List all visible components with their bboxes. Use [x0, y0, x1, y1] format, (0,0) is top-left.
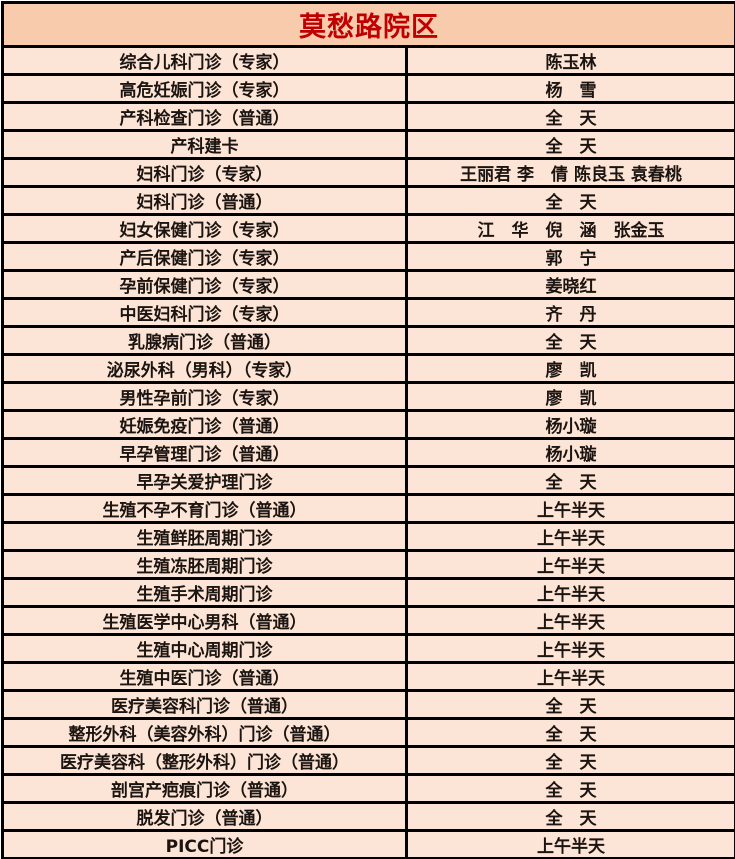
department-cell: 产科建卡 — [3, 131, 407, 159]
schedule-value-cell: 全 天 — [407, 691, 735, 719]
schedule-value-cell: 廖 凯 — [407, 355, 735, 383]
schedule-value-cell: 上午半天 — [407, 551, 735, 579]
table-row: 剖宫产疤痕门诊（普通）全 天 — [3, 775, 735, 803]
department-cell: 生殖中心周期门诊 — [3, 635, 407, 663]
schedule-value-cell: 江 华 倪 涵 张金玉 — [407, 215, 735, 243]
table-row: 高危妊娠门诊（专家）杨 雪 — [3, 75, 735, 103]
department-cell: 产科检查门诊（普通） — [3, 103, 407, 131]
schedule-sheet: 莫愁路院区 综合儿科门诊（专家）陈玉林高危妊娠门诊（专家）杨 雪产科检查门诊（普… — [0, 0, 735, 802]
table-row: 产科检查门诊（普通）全 天 — [3, 103, 735, 131]
department-cell: 妇科门诊（专家） — [3, 159, 407, 187]
table-row: 脱发门诊（普通）全 天 — [3, 803, 735, 831]
campus-title: 莫愁路院区 — [3, 3, 735, 47]
department-cell: PICC门诊 — [3, 831, 407, 859]
table-row: PICC门诊上午半天 — [3, 831, 735, 859]
department-cell: 综合儿科门诊（专家） — [3, 47, 407, 75]
table-row: 妊娠免疫门诊（普通）杨小璇 — [3, 411, 735, 439]
schedule-value-cell: 廖 凯 — [407, 383, 735, 411]
table-row: 生殖鲜胚周期门诊上午半天 — [3, 523, 735, 551]
department-cell: 医疗美容科（整形外科）门诊（普通） — [3, 747, 407, 775]
department-cell: 剖宫产疤痕门诊（普通） — [3, 775, 407, 803]
schedule-value-cell: 全 天 — [407, 467, 735, 495]
department-cell: 整形外科（美容外科）门诊（普通） — [3, 719, 407, 747]
table-row: 医疗美容科门诊（普通）全 天 — [3, 691, 735, 719]
schedule-body: 综合儿科门诊（专家）陈玉林高危妊娠门诊（专家）杨 雪产科检查门诊（普通）全 天产… — [3, 47, 735, 859]
table-row: 中医妇科门诊（专家）齐 丹 — [3, 299, 735, 327]
table-row: 孕前保健门诊（专家）姜晓红 — [3, 271, 735, 299]
table-row: 生殖冻胚周期门诊上午半天 — [3, 551, 735, 579]
table-row: 妇科门诊（普通）全 天 — [3, 187, 735, 215]
schedule-value-cell: 上午半天 — [407, 607, 735, 635]
schedule-value-cell: 上午半天 — [407, 663, 735, 691]
header-row: 莫愁路院区 — [3, 3, 735, 47]
department-cell: 男性孕前门诊（专家） — [3, 383, 407, 411]
department-cell: 高危妊娠门诊（专家） — [3, 75, 407, 103]
table-row: 乳腺病门诊（普通）全 天 — [3, 327, 735, 355]
department-cell: 妊娠免疫门诊（普通） — [3, 411, 407, 439]
department-cell: 生殖中医门诊（普通） — [3, 663, 407, 691]
schedule-value-cell: 全 天 — [407, 747, 735, 775]
table-row: 产科建卡全 天 — [3, 131, 735, 159]
table-row: 综合儿科门诊（专家）陈玉林 — [3, 47, 735, 75]
department-cell: 产后保健门诊（专家） — [3, 243, 407, 271]
department-cell: 妇科门诊（普通） — [3, 187, 407, 215]
department-cell: 生殖医学中心男科（普通） — [3, 607, 407, 635]
department-cell: 中医妇科门诊（专家） — [3, 299, 407, 327]
schedule-value-cell: 杨小璇 — [407, 439, 735, 467]
table-row: 男性孕前门诊（专家）廖 凯 — [3, 383, 735, 411]
department-cell: 生殖冻胚周期门诊 — [3, 551, 407, 579]
table-row: 医疗美容科（整形外科）门诊（普通）全 天 — [3, 747, 735, 775]
schedule-value-cell: 齐 丹 — [407, 299, 735, 327]
table-row: 生殖中心周期门诊上午半天 — [3, 635, 735, 663]
department-cell: 医疗美容科门诊（普通） — [3, 691, 407, 719]
schedule-value-cell: 陈玉林 — [407, 47, 735, 75]
department-cell: 生殖不孕不育门诊（普通） — [3, 495, 407, 523]
table-row: 产后保健门诊（专家）郭 宁 — [3, 243, 735, 271]
table-row: 生殖中医门诊（普通）上午半天 — [3, 663, 735, 691]
department-cell: 早孕管理门诊（普通） — [3, 439, 407, 467]
table-row: 整形外科（美容外科）门诊（普通）全 天 — [3, 719, 735, 747]
table-row: 生殖不孕不育门诊（普通）上午半天 — [3, 495, 735, 523]
schedule-value-cell: 全 天 — [407, 327, 735, 355]
department-cell: 脱发门诊（普通） — [3, 803, 407, 831]
department-cell: 生殖鲜胚周期门诊 — [3, 523, 407, 551]
schedule-value-cell: 王丽君 李 倩 陈良玉 袁春桃 — [407, 159, 735, 187]
schedule-value-cell: 全 天 — [407, 803, 735, 831]
table-row: 生殖手术周期门诊上午半天 — [3, 579, 735, 607]
schedule-value-cell: 全 天 — [407, 131, 735, 159]
department-cell: 早孕关爱护理门诊 — [3, 467, 407, 495]
department-cell: 孕前保健门诊（专家） — [3, 271, 407, 299]
table-row: 泌尿外科（男科）（专家）廖 凯 — [3, 355, 735, 383]
table-row: 早孕管理门诊（普通）杨小璇 — [3, 439, 735, 467]
table-row: 妇科门诊（专家）王丽君 李 倩 陈良玉 袁春桃 — [3, 159, 735, 187]
schedule-value-cell: 郭 宁 — [407, 243, 735, 271]
table-row: 早孕关爱护理门诊全 天 — [3, 467, 735, 495]
schedule-value-cell: 杨 雪 — [407, 75, 735, 103]
schedule-value-cell: 上午半天 — [407, 495, 735, 523]
schedule-value-cell: 杨小璇 — [407, 411, 735, 439]
table-row: 妇女保健门诊（专家）江 华 倪 涵 张金玉 — [3, 215, 735, 243]
schedule-value-cell: 上午半天 — [407, 579, 735, 607]
department-cell: 泌尿外科（男科）（专家） — [3, 355, 407, 383]
department-cell: 妇女保健门诊（专家） — [3, 215, 407, 243]
schedule-value-cell: 全 天 — [407, 719, 735, 747]
department-cell: 乳腺病门诊（普通） — [3, 327, 407, 355]
schedule-value-cell: 上午半天 — [407, 635, 735, 663]
schedule-value-cell: 上午半天 — [407, 523, 735, 551]
schedule-value-cell: 全 天 — [407, 187, 735, 215]
schedule-value-cell: 全 天 — [407, 775, 735, 803]
department-cell: 生殖手术周期门诊 — [3, 579, 407, 607]
schedule-value-cell: 姜晓红 — [407, 271, 735, 299]
table-row: 生殖医学中心男科（普通）上午半天 — [3, 607, 735, 635]
schedule-value-cell: 全 天 — [407, 103, 735, 131]
schedule-value-cell: 上午半天 — [407, 831, 735, 859]
